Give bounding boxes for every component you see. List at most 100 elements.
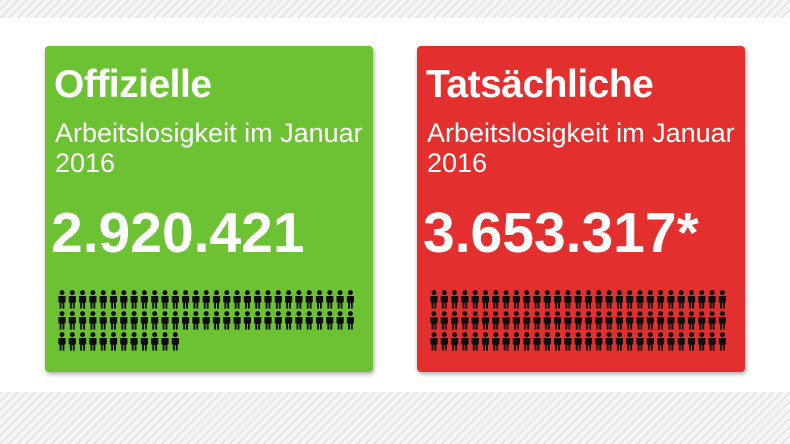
person-icon bbox=[533, 290, 541, 309]
person-icon bbox=[440, 311, 448, 330]
person-icon bbox=[223, 311, 231, 330]
person-icon bbox=[461, 290, 469, 309]
person-icon bbox=[161, 332, 169, 351]
unemployment-figure: 2.920.421 bbox=[51, 201, 305, 265]
person-icon bbox=[326, 290, 334, 309]
person-icon bbox=[451, 290, 459, 309]
person-icon bbox=[574, 332, 582, 351]
card-title: Tatsächliche bbox=[426, 63, 654, 106]
person-icon bbox=[615, 311, 623, 330]
card-subtitle: Arbeitslosigkeit im Januar 2016 bbox=[55, 118, 363, 178]
card-subtitle: Arbeitslosigkeit im Januar 2016 bbox=[427, 118, 735, 178]
person-icon bbox=[212, 311, 221, 330]
person-icon bbox=[492, 290, 500, 309]
person-icon bbox=[677, 290, 685, 309]
people-icon-grid-svg bbox=[430, 290, 726, 351]
person-icon bbox=[285, 311, 293, 330]
card-title: Offizielle bbox=[54, 63, 212, 106]
person-icon bbox=[130, 290, 138, 309]
person-icon bbox=[161, 311, 169, 330]
person-icon bbox=[564, 290, 572, 309]
person-icon bbox=[274, 311, 282, 330]
person-icon bbox=[564, 332, 572, 351]
person-icon bbox=[130, 311, 138, 330]
person-icon bbox=[182, 311, 190, 330]
person-icon bbox=[574, 311, 582, 330]
person-icon bbox=[440, 290, 448, 309]
person-icon bbox=[192, 311, 200, 330]
person-icon bbox=[646, 332, 654, 351]
person-icon bbox=[605, 290, 613, 309]
person-icon bbox=[533, 311, 541, 330]
person-icon bbox=[718, 332, 726, 351]
person-icon bbox=[295, 311, 303, 330]
person-icon bbox=[233, 311, 241, 330]
person-icon bbox=[89, 290, 97, 309]
person-icon bbox=[533, 332, 541, 351]
person-icon bbox=[58, 332, 66, 351]
person-icon bbox=[718, 311, 726, 330]
person-icon bbox=[58, 290, 66, 309]
person-icon bbox=[315, 311, 324, 330]
person-icon bbox=[718, 290, 726, 309]
people-icon-grid bbox=[58, 290, 368, 360]
person-icon bbox=[646, 290, 654, 309]
person-icon bbox=[626, 290, 634, 309]
person-icon bbox=[687, 290, 696, 309]
person-icon bbox=[109, 311, 118, 330]
person-icon bbox=[109, 290, 118, 309]
person-icon bbox=[646, 311, 654, 330]
person-icon bbox=[451, 332, 459, 351]
person-icon bbox=[89, 311, 97, 330]
person-icon bbox=[657, 311, 665, 330]
person-icon bbox=[615, 332, 623, 351]
person-icon bbox=[326, 311, 334, 330]
person-icon bbox=[523, 332, 531, 351]
person-icon bbox=[79, 290, 87, 309]
person-icon bbox=[595, 290, 603, 309]
person-icon bbox=[68, 332, 76, 351]
person-icon bbox=[657, 290, 665, 309]
person-icon bbox=[481, 290, 490, 309]
person-icon bbox=[243, 290, 251, 309]
person-icon bbox=[315, 290, 324, 309]
person-icon bbox=[667, 311, 675, 330]
person-icon bbox=[182, 290, 190, 309]
person-icon bbox=[223, 290, 231, 309]
person-icon bbox=[461, 332, 469, 351]
person-icon bbox=[285, 290, 293, 309]
people-icon-grid-svg bbox=[58, 290, 354, 351]
person-icon bbox=[140, 332, 148, 351]
person-icon bbox=[140, 311, 148, 330]
striped-bottom-band bbox=[0, 392, 790, 444]
person-icon bbox=[346, 311, 354, 330]
person-icon bbox=[698, 332, 706, 351]
person-icon bbox=[120, 290, 128, 309]
person-icon bbox=[708, 290, 716, 309]
person-icon bbox=[636, 332, 644, 351]
person-icon bbox=[243, 311, 251, 330]
person-icon bbox=[99, 332, 107, 351]
person-icon bbox=[481, 311, 490, 330]
person-icon bbox=[99, 311, 107, 330]
person-icon bbox=[212, 290, 221, 309]
official-unemployment-card: Offizielle Arbeitslosigkeit im Januar 20… bbox=[45, 46, 373, 372]
person-icon bbox=[202, 290, 210, 309]
person-icon bbox=[171, 290, 179, 309]
person-icon bbox=[554, 332, 562, 351]
person-icon bbox=[68, 311, 76, 330]
person-icon bbox=[451, 311, 459, 330]
person-icon bbox=[161, 290, 169, 309]
person-icon bbox=[140, 290, 148, 309]
person-icon bbox=[492, 332, 500, 351]
person-icon bbox=[502, 311, 510, 330]
person-icon bbox=[481, 332, 490, 351]
person-icon bbox=[471, 290, 479, 309]
person-icon bbox=[523, 311, 531, 330]
person-icon bbox=[109, 332, 118, 351]
person-icon bbox=[461, 311, 469, 330]
person-icon bbox=[564, 311, 572, 330]
person-icon bbox=[89, 332, 97, 351]
person-icon bbox=[171, 332, 179, 351]
person-icon bbox=[151, 311, 159, 330]
